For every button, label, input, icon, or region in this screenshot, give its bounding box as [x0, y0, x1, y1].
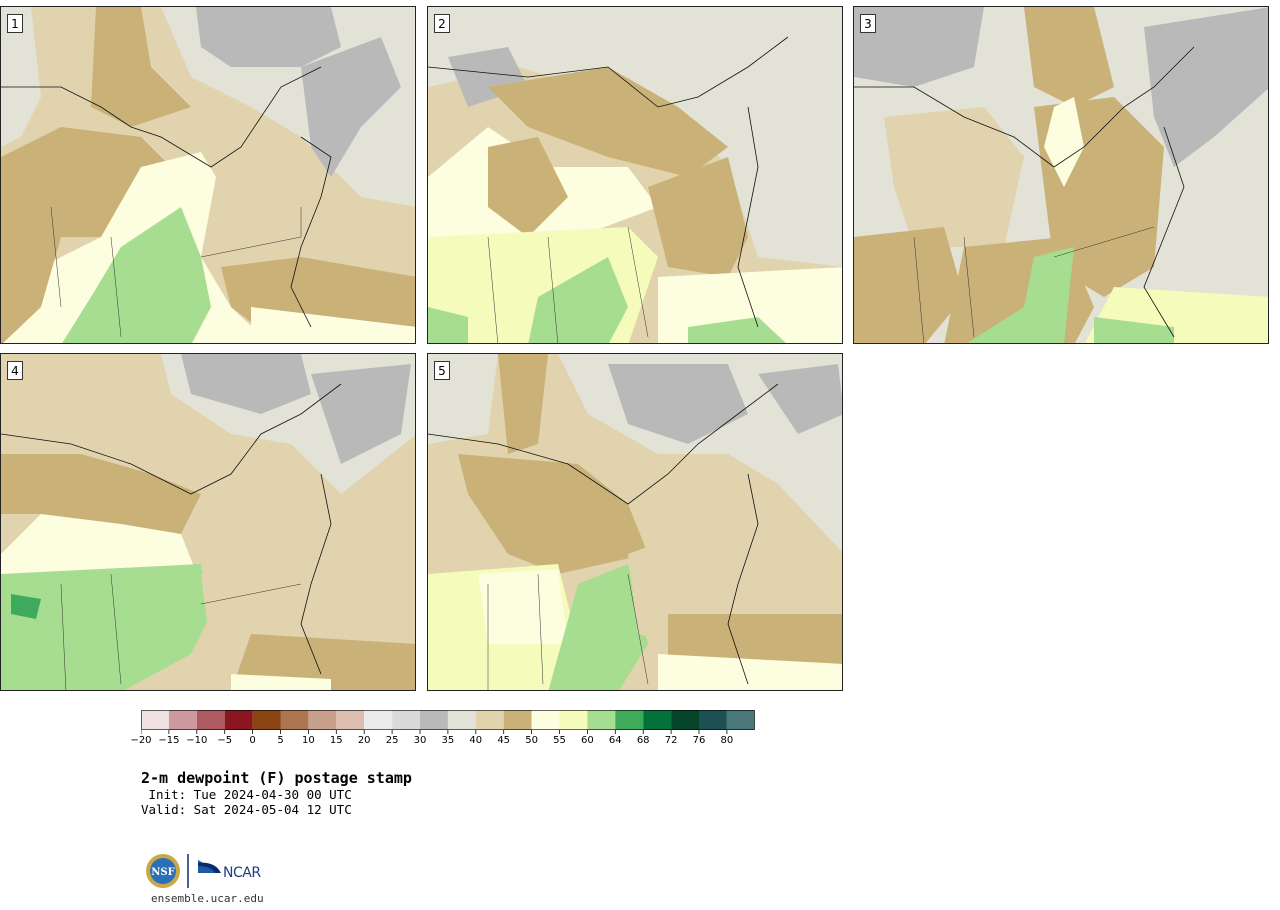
colorbar-bin [447, 710, 476, 730]
colorbar-tick-label: 35 [441, 735, 455, 746]
panel-label: 4 [7, 361, 23, 380]
nsf-logo-icon: NSF [146, 854, 180, 888]
colorbar-tick-label: 64 [608, 735, 622, 746]
colorbar-tick-label: 72 [664, 735, 678, 746]
colorbar-tick-label: 40 [469, 735, 483, 746]
valid-time: Valid: Sat 2024-05-04 12 UTC [141, 802, 352, 817]
colorbar-bin [308, 710, 337, 730]
colorbar-tick-label: 30 [413, 735, 427, 746]
colorbar-tick-label: −20 [130, 735, 152, 746]
colorbar-tick-label: −5 [217, 735, 233, 746]
colorbar-tick-label: 50 [525, 735, 538, 746]
colorbar-bin [420, 710, 448, 730]
colorbar-bin [196, 710, 225, 730]
dewpoint-map-3 [854, 7, 1268, 343]
dewpoint-map-5 [428, 354, 842, 690]
colorbar-bin [141, 710, 169, 730]
logos: NSF NCAR [145, 851, 275, 891]
colorbar-bin [280, 710, 309, 730]
colorbar-bin [643, 710, 672, 730]
colorbar-tick-label: 20 [357, 735, 371, 746]
colorbar-tick-label: 80 [720, 735, 734, 746]
colorbar-tick-label: 68 [636, 735, 650, 746]
member-panel-4: 4 [0, 353, 416, 691]
dewpoint-map-4 [1, 354, 415, 690]
svg-text:NSF: NSF [151, 867, 174, 878]
colorbar-bin [671, 710, 699, 730]
colorbar-bin [364, 710, 393, 730]
member-panel-2: 2 [427, 6, 843, 344]
colorbar-tick-label: 5 [277, 735, 284, 746]
colorbar-bin [531, 710, 560, 730]
colorbar-tick-label: 15 [329, 735, 343, 746]
colorbar-tick-label: −15 [158, 735, 180, 746]
colorbar-tick-label: 76 [692, 735, 706, 746]
colorbar-tick-label: 0 [249, 735, 256, 746]
colorbar-tick-label: 45 [497, 735, 511, 746]
colorbar-tick-label: 10 [302, 735, 315, 746]
colorbar-tick-label: 25 [385, 735, 399, 746]
colorbar-tick-label: −10 [186, 735, 208, 746]
panel-label: 3 [860, 14, 876, 33]
colorbar-bin [503, 710, 532, 730]
colorbar-bin [726, 710, 755, 730]
dewpoint-map-1 [1, 7, 415, 343]
colorbar-tick-labels: −20 −15 −10 −5 0 5 10 15 20 25 30 35 40 45 50 55 60 64 68 7… [130, 735, 841, 749]
dewpoint-colorbar [141, 710, 755, 734]
colorbar-bin [168, 710, 197, 730]
colorbar-bin [559, 710, 588, 730]
member-panel-5: 5 [427, 353, 843, 691]
colorbar-bin [336, 710, 365, 730]
colorbar-bin [475, 710, 504, 730]
dewpoint-map-2 [428, 7, 842, 343]
colorbar-bin [392, 710, 420, 730]
colorbar-tick-label: 55 [553, 735, 566, 746]
panel-label: 2 [434, 14, 450, 33]
figure-title: 2-m dewpoint (F) postage stamp [141, 769, 412, 787]
init-time: Init: Tue 2024-04-30 00 UTC [141, 787, 352, 802]
nsf-ncar-logo: NSF NCAR [146, 854, 262, 888]
panel-label: 5 [434, 361, 450, 380]
colorbar-bin [615, 710, 644, 730]
colorbar-outline [141, 710, 755, 730]
colorbar-tick-label: 60 [581, 735, 594, 746]
colorbar-bin [252, 710, 281, 730]
colorbar-bin [224, 710, 253, 730]
colorbar-bin [587, 710, 616, 730]
panel-label: 1 [7, 14, 23, 33]
svg-text:NCAR: NCAR [223, 865, 261, 881]
ncar-logo-icon: NCAR [198, 860, 262, 881]
footer-url: ensemble.ucar.edu [151, 892, 264, 905]
member-panel-1: 1 [0, 6, 416, 344]
member-panel-3: 3 [853, 6, 1269, 344]
colorbar-bin [699, 710, 727, 730]
